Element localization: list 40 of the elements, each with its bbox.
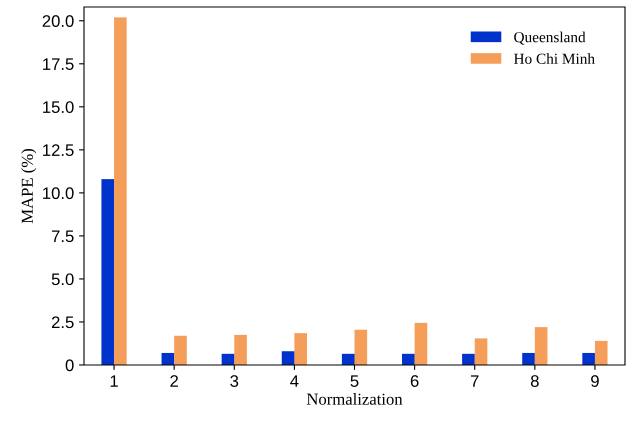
bar bbox=[174, 336, 187, 365]
x-tick-label: 5 bbox=[350, 375, 358, 387]
x-tick-label: 4 bbox=[290, 375, 299, 387]
bar bbox=[282, 351, 294, 365]
bar bbox=[101, 179, 114, 365]
bar bbox=[162, 352, 174, 365]
x-tick-label: 3 bbox=[230, 375, 238, 387]
bar bbox=[222, 354, 234, 365]
bar bbox=[474, 338, 488, 365]
bar bbox=[294, 333, 308, 365]
x-tick-label: 1 bbox=[110, 375, 118, 387]
x-axis-title: Normalization bbox=[306, 393, 402, 405]
bar bbox=[342, 354, 354, 365]
bar bbox=[522, 352, 535, 365]
bar bbox=[234, 334, 247, 365]
y-tick-label: 10.0 bbox=[43, 187, 74, 200]
y-tick-label: 12.5 bbox=[43, 144, 74, 156]
y-axis-title: MAPE (%) bbox=[21, 149, 36, 224]
legend-label: Ho Chi Minh bbox=[514, 53, 595, 64]
bar bbox=[114, 17, 127, 365]
y-tick-label: 0 bbox=[66, 359, 74, 372]
y-tick-label: 20.0 bbox=[42, 15, 74, 27]
y-tick-label: 15.0 bbox=[43, 101, 74, 114]
x-tick-label: 6 bbox=[410, 375, 419, 387]
y-tick-label: 5.0 bbox=[52, 273, 74, 286]
bar bbox=[534, 327, 548, 365]
y-tick-label: 7.5 bbox=[52, 230, 74, 242]
bar bbox=[402, 354, 415, 365]
x-tick-label: 7 bbox=[470, 375, 479, 387]
x-tick-label: 2 bbox=[170, 375, 178, 387]
bar bbox=[414, 322, 428, 365]
bar bbox=[582, 352, 595, 365]
bar bbox=[354, 330, 368, 365]
y-tick-label: 17.5 bbox=[43, 58, 74, 70]
x-tick-label: 9 bbox=[591, 375, 599, 387]
legend-label: Queensland bbox=[514, 32, 586, 45]
y-tick-label: 2.5 bbox=[52, 316, 74, 328]
x-tick-label: 8 bbox=[530, 375, 539, 387]
bar bbox=[594, 340, 608, 365]
bar bbox=[462, 354, 475, 365]
